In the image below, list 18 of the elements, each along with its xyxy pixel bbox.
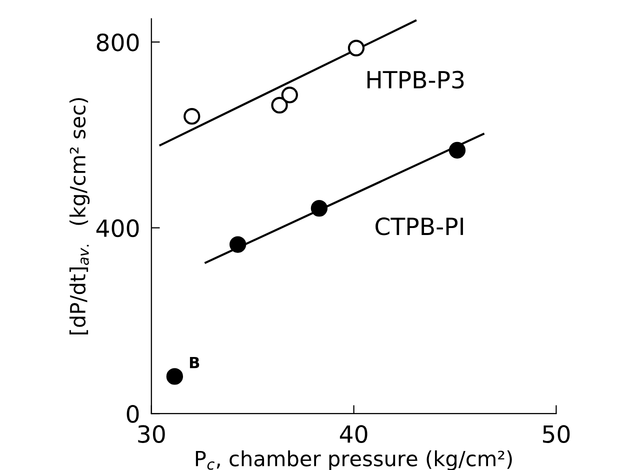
y-tick-label: 800: [96, 33, 139, 52]
point: [166, 368, 184, 385]
annotation: B: [190, 356, 200, 368]
point: [348, 40, 365, 56]
point: [271, 96, 288, 114]
series-label: HTPB-P3: [367, 70, 464, 89]
x-tick-label: 30: [138, 425, 165, 443]
point: [281, 86, 298, 104]
x-tick-label: 50: [543, 425, 570, 443]
point: [230, 236, 246, 253]
y-tick-label: 0: [126, 405, 139, 423]
text: [dP/dt]$_{av.}$ (kg/cm² sec): [69, 98, 90, 334]
point: [448, 142, 466, 159]
series-label: CTPB-PI: [376, 217, 463, 236]
y-tick-label: 400: [96, 219, 139, 238]
x-tick-label: 40: [340, 425, 368, 443]
point: [310, 200, 328, 217]
point: [184, 108, 200, 125]
